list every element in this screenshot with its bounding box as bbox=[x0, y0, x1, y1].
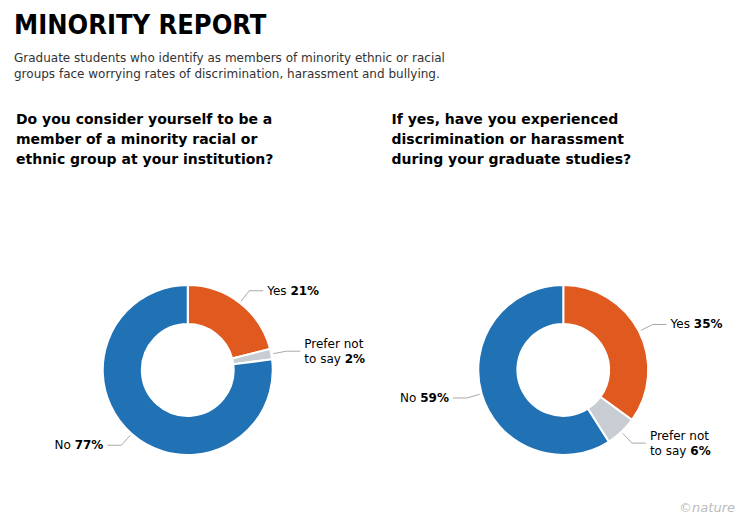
subtitle-line: groups face worrying rates of discrimina… bbox=[14, 67, 440, 81]
slice-label-line: Yes bbox=[670, 317, 694, 331]
question-line: during your graduate studies? bbox=[392, 151, 632, 167]
slice-value: 2% bbox=[345, 352, 365, 366]
slice-value: 21% bbox=[290, 284, 319, 298]
slice-label: Yes 21% bbox=[266, 284, 319, 298]
donut-slice bbox=[103, 285, 273, 455]
slice-label-line: Prefer not bbox=[650, 429, 709, 443]
subtitle: Graduate students who identify as member… bbox=[14, 51, 445, 81]
slice-label-line: No bbox=[55, 438, 75, 452]
question-line: discrimination or harassment bbox=[392, 131, 625, 147]
chart-canvas: MINORITY REPORT Graduate students who ide… bbox=[0, 0, 751, 524]
slice-label-line: Prefer not bbox=[304, 337, 363, 351]
slice-label-line: to say bbox=[304, 352, 344, 366]
question: If yes, have you experienced discriminati… bbox=[392, 111, 632, 167]
leader-line bbox=[453, 394, 480, 398]
slice-label-line: No bbox=[400, 391, 420, 405]
slice-label: No 77% bbox=[55, 438, 104, 452]
pie-chart: Yes 35% Prefer notto say 6% No 59% bbox=[400, 285, 722, 458]
slice-value: 35% bbox=[694, 317, 723, 331]
leader-line bbox=[623, 433, 646, 443]
leader-line bbox=[241, 291, 263, 302]
question-line: If yes, have you experienced bbox=[392, 111, 619, 127]
question: Do you consider yourself to be a member o… bbox=[16, 111, 273, 167]
leader-line bbox=[107, 435, 130, 445]
leader-line bbox=[641, 324, 667, 330]
leader-line bbox=[273, 351, 300, 353]
slice-value: 59% bbox=[420, 391, 449, 405]
pie-chart: Yes 21% Prefer notto say 2% No 77% bbox=[55, 284, 365, 455]
question-line: Do you consider yourself to be a bbox=[16, 111, 272, 127]
credit: ©nature bbox=[679, 500, 735, 515]
title: MINORITY REPORT bbox=[14, 9, 267, 40]
slice-label: Yes 35% bbox=[670, 317, 723, 331]
slice-label: No 59% bbox=[400, 391, 449, 405]
subtitle-line: Graduate students who identify as member… bbox=[14, 51, 445, 65]
slice-label-line: to say bbox=[650, 444, 690, 458]
question-line: member of a minority racial or bbox=[16, 131, 257, 147]
slice-label: Prefer notto say 2% bbox=[304, 337, 365, 366]
donut-slice bbox=[478, 285, 609, 455]
question-line: ethnic group at your institution? bbox=[16, 151, 273, 167]
donut-slice bbox=[188, 285, 270, 359]
slice-value: 6% bbox=[690, 444, 710, 458]
slice-label: Prefer notto say 6% bbox=[650, 429, 711, 458]
slice-value: 77% bbox=[75, 438, 104, 452]
slice-label-line: Yes bbox=[266, 284, 290, 298]
